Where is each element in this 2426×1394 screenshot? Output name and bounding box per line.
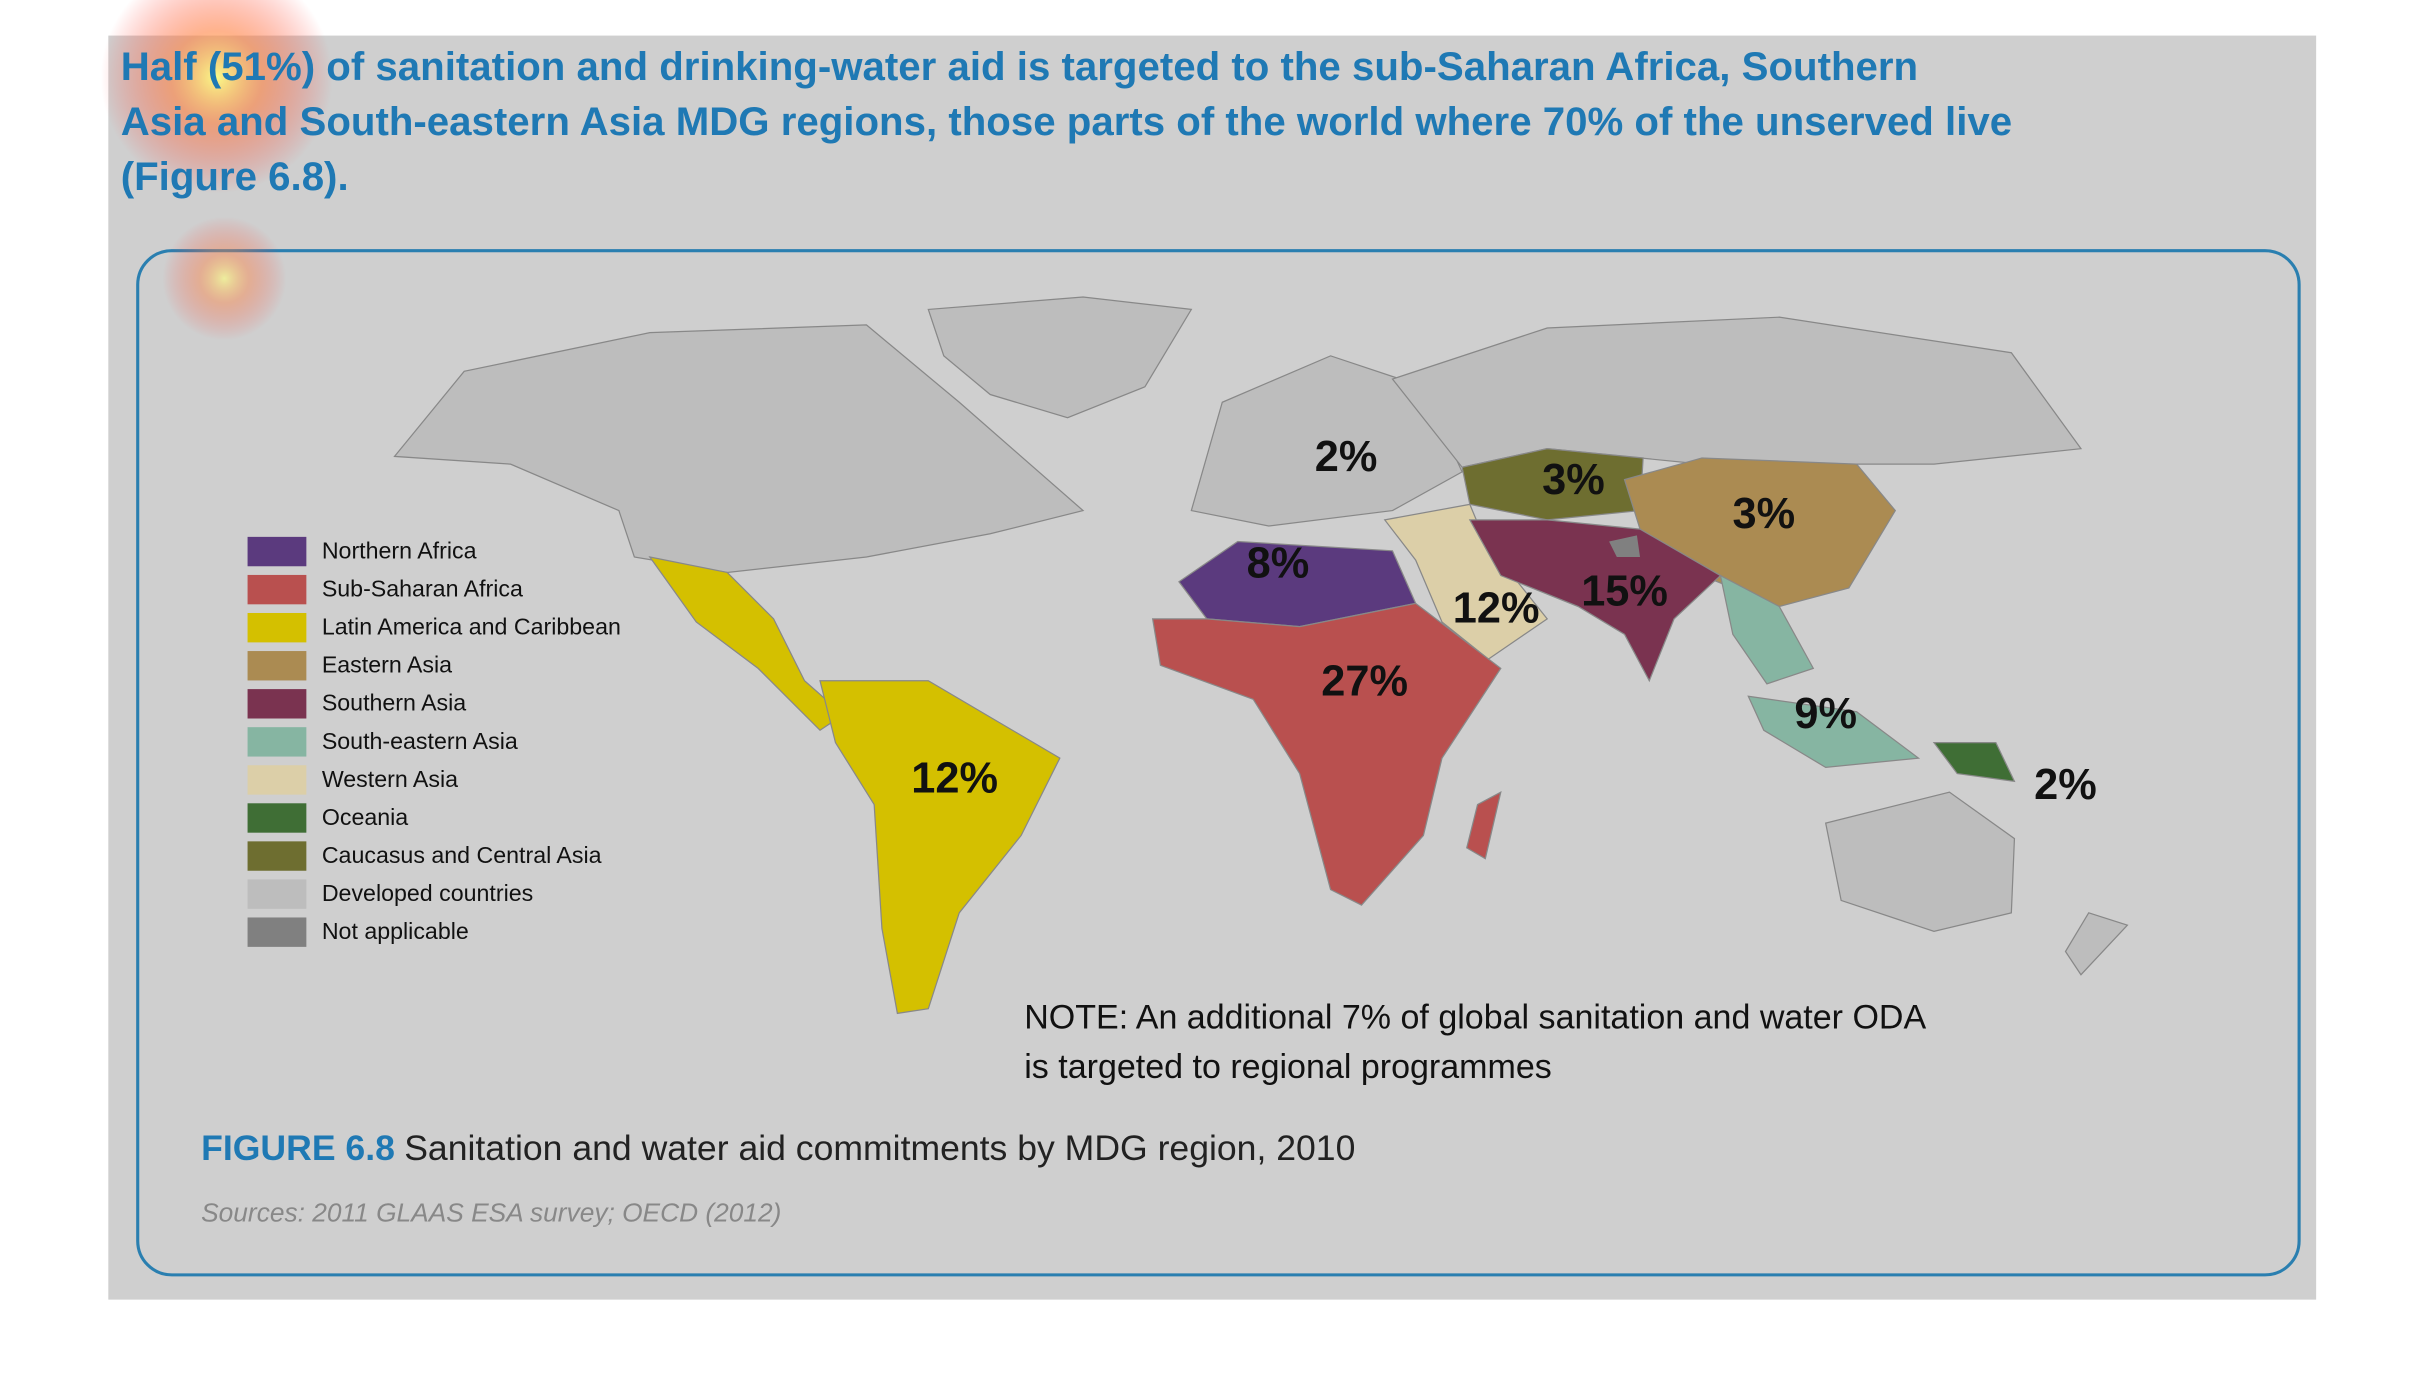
not-applicable-area [1609,535,1641,557]
note-line: NOTE: An additional 7% of global sanitat… [1024,999,1926,1037]
legend-swatch [247,841,307,871]
region-share-label: 8% [1247,540,1310,588]
legend-swatch [247,917,307,947]
world-map [393,296,2129,1015]
legend-label: Developed countries [322,880,533,906]
legend-label: Southern Asia [322,690,466,716]
heatmap-spot [100,0,333,194]
legend-swatch [247,574,307,605]
legend-swatch [247,727,307,757]
legend-label: Not applicable [322,918,469,944]
legend-label: Sub-Saharan Africa [322,576,523,602]
figure-frame [136,249,2301,1277]
legend-swatch [247,689,307,719]
header: Half (51%) of sanitation and drinking-wa… [121,44,2012,199]
legend-label: Eastern Asia [322,652,452,678]
greenland [927,296,1193,419]
region-share-label: 12% [1453,585,1540,633]
legend-swatch [247,651,307,681]
heatmap-spot [162,216,287,341]
region-share-label: 3% [1542,456,1605,504]
legend-label: Western Asia [322,766,458,792]
legend-swatch [247,612,307,643]
region-share-label: 2% [1315,433,1378,481]
north-america [393,324,1085,574]
legend-swatch [247,536,307,567]
region-share-label: 2% [2034,761,2097,809]
region-share-label: 27% [1321,657,1408,705]
sources: Sources: 2011 GLAAS ESA survey; OECD (20… [201,1197,781,1227]
sub-saharan-africa [1151,602,1502,906]
south-eastern-asia [1719,574,1921,769]
legend-swatch [247,879,307,909]
header-line: Half (51%) of sanitation and drinking-wa… [121,44,1918,89]
legend-swatch [247,765,307,795]
region-share-label: 3% [1732,490,1795,538]
map-labels: 2% 3% 3% 8% 12% 15% 27% 12% 9% 2% [911,433,2097,809]
legend-label: Northern Africa [322,537,477,563]
legend-label: Caucasus and Central Asia [322,842,602,868]
legend: Northern Africa Sub-Saharan Africa Latin A… [247,536,621,947]
header-line: (Figure 6.8). [121,154,349,199]
southern-asia [1468,519,1722,683]
south-america [819,680,1061,1015]
note-line: is targeted to regional programmes [1024,1048,1552,1086]
oceania [1932,742,2016,783]
region-share-label: 12% [911,755,998,803]
figure-caption: FIGURE 6.8 Sanitation and water aid commi… [201,1129,1355,1169]
legend-label: South-eastern Asia [322,728,518,754]
legend-swatch [247,803,307,833]
legend-label: Oceania [322,804,408,830]
figure-title: Sanitation and water aid commitments by … [404,1129,1355,1169]
western-asia [1383,503,1549,660]
region-share-label: 15% [1581,568,1668,616]
region-share-label: 9% [1794,690,1857,738]
australia [1824,791,2129,976]
legend-label: Latin America and Caribbean [322,614,621,640]
header-line: Asia and South-eastern Asia MDG regions,… [121,99,2012,144]
figure-number: FIGURE 6.8 [201,1129,395,1169]
